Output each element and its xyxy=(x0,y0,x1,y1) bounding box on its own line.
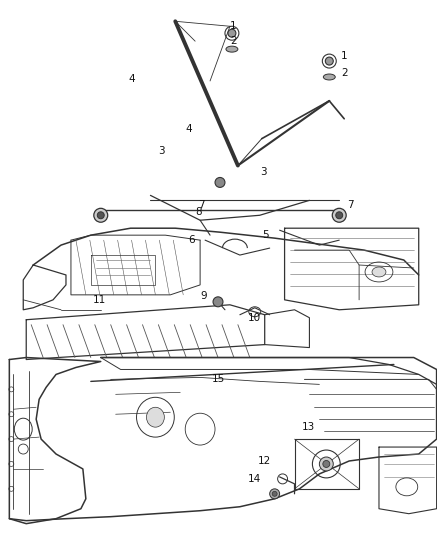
Ellipse shape xyxy=(270,489,279,499)
Text: 8: 8 xyxy=(195,207,201,217)
Text: 1: 1 xyxy=(230,21,237,31)
Text: 11: 11 xyxy=(93,295,106,305)
Text: 2: 2 xyxy=(341,68,348,78)
Ellipse shape xyxy=(372,267,386,277)
Ellipse shape xyxy=(332,208,346,222)
Text: 1: 1 xyxy=(341,51,348,61)
Text: 3: 3 xyxy=(159,146,165,156)
Text: 10: 10 xyxy=(248,313,261,323)
Ellipse shape xyxy=(213,297,223,307)
Ellipse shape xyxy=(319,457,333,471)
Ellipse shape xyxy=(325,57,333,65)
Text: 4: 4 xyxy=(185,124,192,134)
Ellipse shape xyxy=(336,212,343,219)
Text: 13: 13 xyxy=(301,422,315,432)
Ellipse shape xyxy=(94,208,108,222)
Ellipse shape xyxy=(272,491,277,496)
Text: 6: 6 xyxy=(188,235,195,245)
Text: 7: 7 xyxy=(198,200,205,211)
Text: 2: 2 xyxy=(230,36,237,46)
Text: 4: 4 xyxy=(129,74,135,84)
Ellipse shape xyxy=(323,461,330,467)
Ellipse shape xyxy=(226,46,238,52)
Ellipse shape xyxy=(146,407,164,427)
Ellipse shape xyxy=(228,29,236,37)
Text: 5: 5 xyxy=(262,230,268,240)
Ellipse shape xyxy=(323,74,335,80)
Ellipse shape xyxy=(215,177,225,188)
Text: 14: 14 xyxy=(248,474,261,484)
Text: 15: 15 xyxy=(212,374,225,384)
Text: 7: 7 xyxy=(347,200,354,211)
Text: 3: 3 xyxy=(260,167,266,177)
Ellipse shape xyxy=(97,212,104,219)
Text: 12: 12 xyxy=(258,456,271,466)
Text: 9: 9 xyxy=(200,291,207,301)
